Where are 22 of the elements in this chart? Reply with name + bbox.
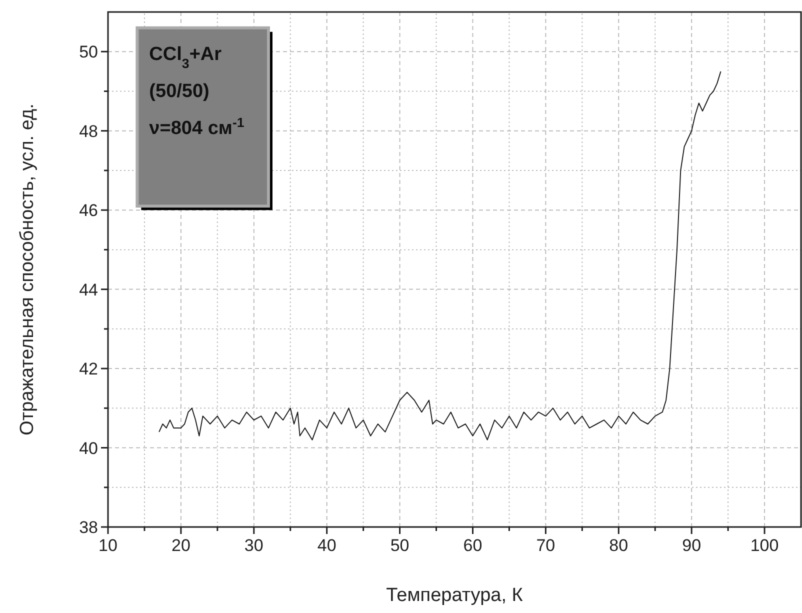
- x-tick-label: 60: [463, 536, 482, 555]
- y-tick-label: 42: [79, 360, 98, 379]
- y-tick-label: 46: [79, 201, 98, 220]
- y-tick-label: 38: [79, 518, 98, 537]
- y-tick-label: 50: [79, 42, 98, 62]
- x-tick-label: 100: [750, 536, 779, 555]
- x-tick-label: 40: [317, 536, 336, 555]
- x-tick-label: 80: [609, 536, 628, 555]
- y-tick-label: 44: [79, 280, 98, 300]
- x-tick-label: 30: [244, 536, 264, 555]
- annotation: CCl$_{3}$+Ar: [149, 44, 222, 70]
- x-tick-label: 70: [536, 536, 556, 555]
- y-tick-label: 40: [79, 438, 98, 458]
- x-axis-title: Температура, К: [386, 585, 523, 606]
- annotation: ν=804 см$^{-1}$: [149, 114, 245, 139]
- annotation: (50/50): [149, 80, 210, 102]
- x-tick-label: 10: [98, 536, 118, 555]
- x-tick-label: 20: [171, 536, 190, 555]
- y-tick-label: 48: [79, 122, 98, 141]
- x-tick-label: 90: [682, 536, 702, 555]
- x-tick-label: 50: [390, 536, 410, 555]
- y-axis-title: Отражательная способность, усл. ед.: [17, 104, 38, 436]
